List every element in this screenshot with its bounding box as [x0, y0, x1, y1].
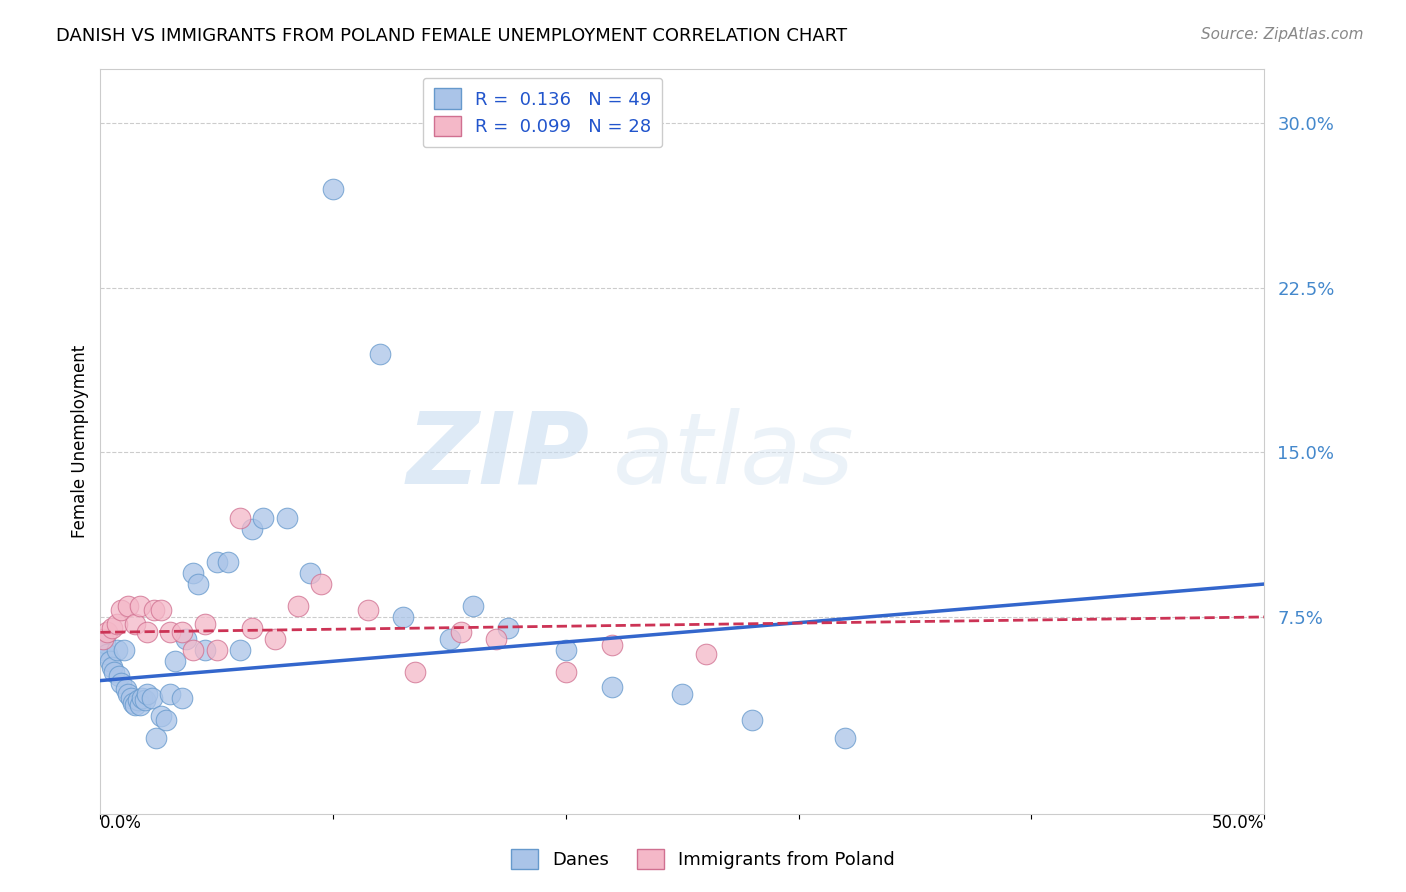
- Text: ZIP: ZIP: [406, 408, 589, 505]
- Point: [112, 643, 135, 657]
- Point: [96, 625, 118, 640]
- Point: [287, 599, 309, 613]
- Point: [124, 616, 146, 631]
- Point: [141, 691, 163, 706]
- Point: [183, 566, 205, 580]
- Point: [741, 713, 763, 727]
- Point: [311, 577, 333, 591]
- Point: [170, 691, 193, 706]
- Point: [94, 636, 117, 650]
- Point: [122, 696, 145, 710]
- Point: [145, 731, 167, 745]
- Point: [357, 603, 380, 617]
- Point: [129, 698, 152, 712]
- Point: [127, 693, 149, 707]
- Point: [170, 625, 193, 640]
- Point: [159, 625, 181, 640]
- Point: [142, 603, 165, 617]
- Point: [205, 643, 228, 657]
- Point: [91, 643, 114, 657]
- Text: atlas: atlas: [613, 408, 853, 505]
- Point: [439, 632, 461, 646]
- Point: [101, 621, 124, 635]
- Point: [392, 610, 415, 624]
- Point: [163, 654, 186, 668]
- Point: [159, 687, 181, 701]
- Point: [120, 691, 142, 706]
- Point: [252, 511, 274, 525]
- Point: [194, 643, 217, 657]
- Point: [194, 616, 217, 631]
- Point: [205, 555, 228, 569]
- Point: [101, 660, 124, 674]
- Point: [105, 616, 128, 631]
- Point: [134, 693, 156, 707]
- Point: [149, 603, 172, 617]
- Point: [98, 654, 121, 668]
- Point: [176, 632, 198, 646]
- Point: [695, 647, 717, 661]
- Text: DANISH VS IMMIGRANTS FROM POLAND FEMALE UNEMPLOYMENT CORRELATION CHART: DANISH VS IMMIGRANTS FROM POLAND FEMALE …: [56, 27, 848, 45]
- Point: [450, 625, 472, 640]
- Point: [602, 680, 624, 694]
- Point: [264, 632, 287, 646]
- Point: [135, 625, 157, 640]
- Point: [155, 713, 177, 727]
- Point: [110, 675, 132, 690]
- Point: [117, 599, 139, 613]
- Point: [322, 182, 344, 196]
- Point: [217, 555, 239, 569]
- Point: [834, 731, 856, 745]
- Point: [103, 665, 125, 679]
- Legend: R =  0.136   N = 49, R =  0.099   N = 28: R = 0.136 N = 49, R = 0.099 N = 28: [423, 78, 662, 147]
- Point: [554, 643, 576, 657]
- Text: Source: ZipAtlas.com: Source: ZipAtlas.com: [1201, 27, 1364, 42]
- Point: [129, 599, 152, 613]
- Point: [124, 698, 146, 712]
- Point: [187, 577, 209, 591]
- Point: [298, 566, 321, 580]
- Point: [105, 643, 128, 657]
- Point: [91, 632, 114, 646]
- Point: [131, 691, 153, 706]
- Point: [240, 621, 263, 635]
- Point: [229, 643, 252, 657]
- Y-axis label: Female Unemployment: Female Unemployment: [72, 345, 89, 538]
- Point: [485, 632, 508, 646]
- Point: [368, 347, 391, 361]
- Point: [115, 682, 138, 697]
- Point: [240, 522, 263, 536]
- Point: [96, 647, 118, 661]
- Point: [117, 687, 139, 701]
- Point: [461, 599, 484, 613]
- Point: [404, 665, 426, 679]
- Point: [149, 708, 172, 723]
- Point: [554, 665, 576, 679]
- Point: [276, 511, 298, 525]
- Point: [671, 687, 693, 701]
- Point: [229, 511, 252, 525]
- Point: [108, 669, 131, 683]
- Point: [496, 621, 519, 635]
- Point: [110, 603, 132, 617]
- Text: 0.0%: 0.0%: [100, 814, 142, 832]
- Legend: Danes, Immigrants from Poland: Danes, Immigrants from Poland: [502, 839, 904, 879]
- Point: [183, 643, 205, 657]
- Point: [602, 639, 624, 653]
- Text: 50.0%: 50.0%: [1212, 814, 1264, 832]
- Point: [135, 687, 157, 701]
